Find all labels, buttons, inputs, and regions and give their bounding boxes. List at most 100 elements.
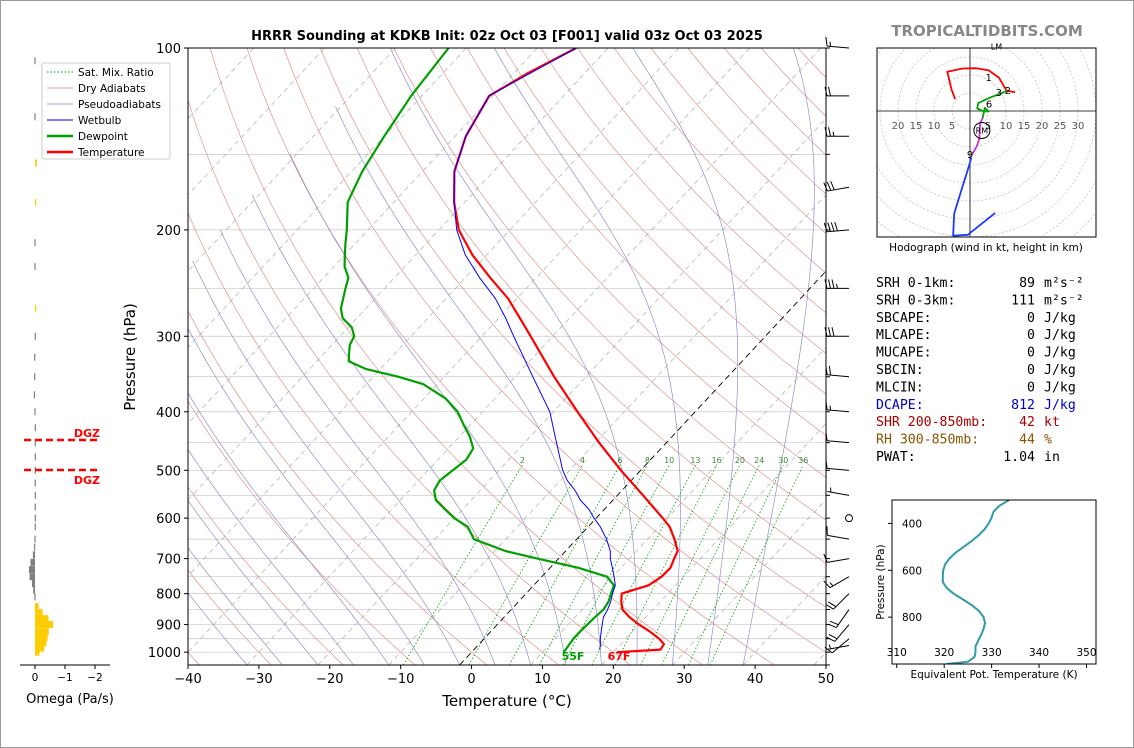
x-tick-label: −10: [387, 672, 414, 687]
mixing-ratio-line: [614, 464, 718, 665]
theta-e-x-tick-label: 350: [1076, 647, 1096, 659]
wind-barb: [825, 459, 850, 471]
isotherm: [188, 48, 751, 653]
sounding-indices: SRH 0-1km: 89 m²s⁻² SRH 0-3km: 111 m²s⁻² SBCAP…: [876, 276, 1084, 465]
pseudoadiabat: [252, 194, 531, 665]
barb-full: [830, 181, 835, 191]
y-tick-label: 900: [156, 619, 181, 634]
theta-e-y-label: Pressure (hPa): [875, 544, 887, 619]
mixing-ratio-label: 13: [690, 456, 700, 465]
index-unit: J/kg: [1044, 380, 1076, 395]
index-label: SHR 200-850mb:: [876, 415, 987, 430]
mixing-ratio-label: 36: [798, 456, 808, 465]
mixing-ratio-line: [562, 464, 670, 665]
theta-e-y-tick-label: 400: [902, 518, 922, 530]
omega-bar: [33, 586, 35, 594]
legend-label: Dewpoint: [78, 131, 128, 143]
legend-label: Temperature: [77, 147, 145, 159]
y-tick-label: 700: [156, 553, 181, 568]
barb-full: [825, 365, 828, 375]
x-axis-label: Temperature (°C): [441, 692, 571, 710]
barb-half: [829, 41, 832, 47]
skewt-right-ticks: [826, 47, 830, 666]
index-label: SRH 0-1km:: [876, 276, 955, 291]
wind-barb: [827, 644, 850, 650]
mixing-ratio-label: 24: [754, 456, 764, 465]
pseudoadiabat: [188, 592, 248, 665]
wind-barb: [824, 127, 849, 137]
dgz-top-label: DGZ: [74, 427, 100, 440]
dry-adiabat: [188, 212, 559, 665]
barb-full: [825, 603, 834, 610]
barb-staff: [835, 609, 850, 628]
calm-circle: [845, 514, 853, 523]
index-value: 0: [1027, 311, 1035, 326]
barb-full: [823, 182, 828, 192]
wind-barb: [826, 526, 850, 540]
isotherm: [530, 346, 826, 665]
dry-adiabat: [209, 48, 703, 665]
index-value: 0: [1027, 346, 1035, 361]
index-unit: J/kg: [1044, 398, 1076, 413]
barb-full: [831, 327, 835, 337]
mixing-ratio-label: 30: [778, 456, 788, 465]
wind-barb: [827, 487, 850, 496]
dry-adiabat: [430, 48, 826, 478]
hodo-ring-label: 5: [985, 121, 991, 132]
hodo-height-label: 9: [967, 150, 973, 161]
wind-barb: [823, 221, 850, 233]
omega-bar: [34, 479, 36, 487]
dgz-bottom-label: DGZ: [74, 474, 100, 487]
wetbulb-profile: [453, 48, 616, 650]
index-unit: m²s⁻²: [1044, 293, 1084, 308]
hodo-height-label: 2: [1005, 86, 1011, 97]
x-tick-label: 20: [605, 672, 622, 687]
isotherm: [813, 651, 826, 665]
barb-staff: [827, 534, 850, 540]
omega-axis-label: Omega (Pa/s): [26, 692, 114, 707]
omega-bar: [32, 551, 35, 559]
hodo-ring-label: 15: [1018, 121, 1031, 132]
omega-bar: [34, 543, 36, 551]
x-tick-label: 40: [747, 672, 764, 687]
wind-barb: [825, 400, 850, 413]
index-label: PWAT:: [876, 450, 916, 465]
theta-e-line: [941, 500, 1010, 664]
dry-adiabat: [188, 486, 344, 665]
dry-adiabat: [320, 48, 826, 608]
omega-bar: [34, 332, 36, 340]
mixing-ratio-line: [509, 464, 621, 665]
mixing-ratio-line: [402, 464, 523, 665]
index-value: 42: [1019, 415, 1035, 430]
hodograph-panel: 20 15 10 5 5 10 15 20 25 30 1 236 9 RM LM Hodograph (w…: [876, 42, 1097, 254]
index-value: 0: [1027, 328, 1035, 343]
barb-full: [826, 636, 836, 642]
barb-staff: [827, 409, 850, 413]
x-tick-label: −30: [245, 672, 272, 687]
omega-bar: [34, 113, 36, 121]
barb-full: [824, 127, 828, 137]
wind-barb: [825, 593, 850, 610]
dry-adiabat: [283, 48, 826, 653]
wind-barb: [825, 36, 850, 49]
sounding-profiles: [339, 48, 679, 654]
index-label: SBCIN:: [876, 363, 924, 378]
omega-bar: [35, 621, 53, 629]
dry-adiabat: [246, 48, 775, 665]
pseudoadiabat: [188, 448, 354, 665]
wind-barb: [826, 624, 850, 642]
hodo-ring-label: 20: [1036, 121, 1049, 132]
mixing-ratio-label: 16: [712, 456, 722, 465]
skewt-grid: [188, 48, 826, 665]
index-unit: J/kg: [1044, 346, 1076, 361]
dry-adiabat: [188, 569, 272, 665]
legend-label: Sat. Mix. Ratio: [78, 67, 154, 79]
theta-e-y-tick-label: 800: [902, 612, 922, 624]
barb-full: [825, 431, 828, 441]
temperature-profile: [453, 48, 679, 654]
pseudoadiabat-lines: [188, 48, 815, 665]
mixing-ratio-labels: 2 4 6 8 10 13 16 20 24 30 36: [520, 456, 809, 465]
omega-bar: [34, 408, 36, 416]
hodo-ring-label: 10: [1000, 121, 1013, 132]
isotherm: [459, 270, 826, 665]
